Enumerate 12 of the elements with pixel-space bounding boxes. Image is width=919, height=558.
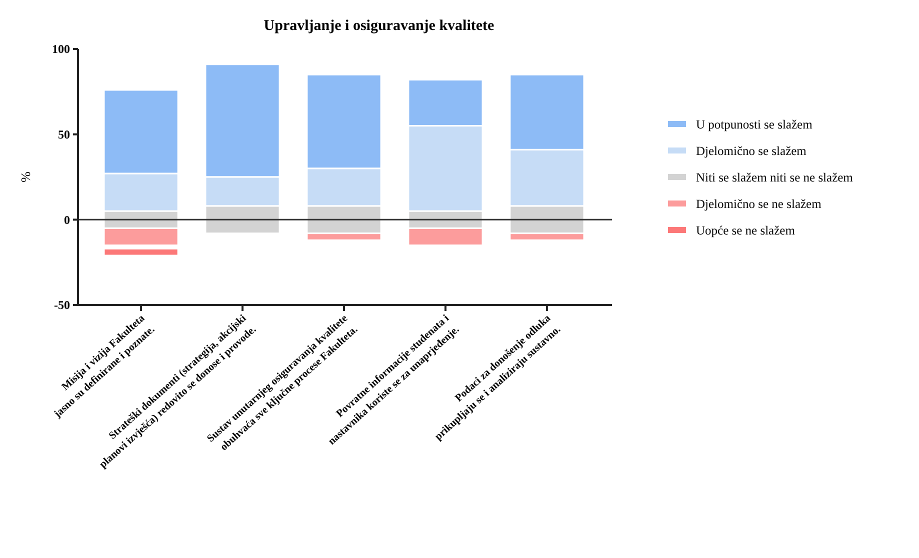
y-tick-label: 50 xyxy=(58,128,70,142)
chart-title: Upravljanje i osiguravanje kvalitete xyxy=(264,18,495,34)
y-tick-label: -50 xyxy=(54,298,70,312)
legend-label: Niti se slažem niti se ne slažem xyxy=(696,170,854,184)
y-tick-label: 0 xyxy=(64,212,70,227)
y-tick-label: 100 xyxy=(52,42,70,56)
legend-label: Uopće se ne slažem xyxy=(696,223,796,238)
legend-label: Djelomično se ne slažem xyxy=(696,196,822,211)
bar xyxy=(103,248,179,256)
legend-label: U potpunosti se slažem xyxy=(696,117,813,132)
legend-label: Djelomično se slažem xyxy=(696,144,807,158)
y-axis-title: % xyxy=(18,171,33,182)
